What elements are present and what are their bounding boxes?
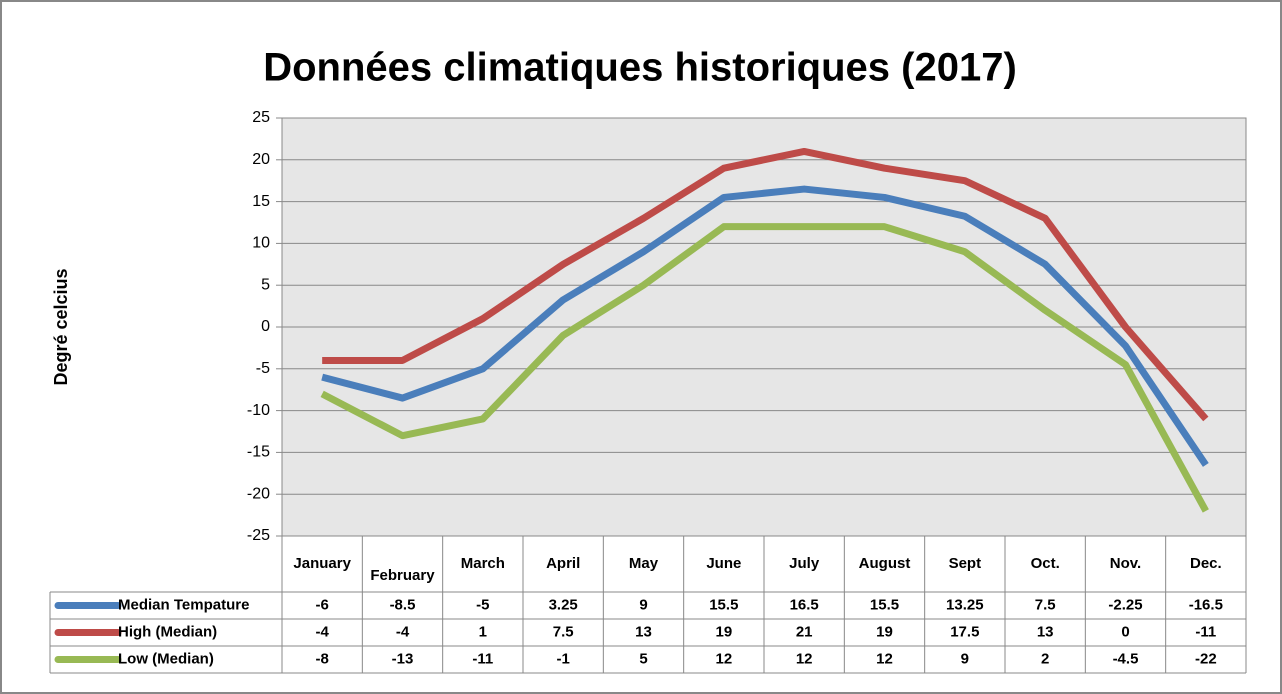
table-value: 13.25 <box>946 596 984 613</box>
y-tick-label: -15 <box>247 444 270 461</box>
table-value: 12 <box>796 650 813 667</box>
x-tick-label: May <box>629 555 659 572</box>
table-value: 12 <box>876 650 893 667</box>
table-value: -4 <box>315 623 329 640</box>
y-tick-label: 0 <box>261 318 270 335</box>
x-tick-label: January <box>293 555 351 572</box>
y-tick-label: 25 <box>252 109 270 126</box>
table-value: -16.5 <box>1189 596 1223 613</box>
table-value: 15.5 <box>709 596 738 613</box>
table-value: -11 <box>1195 623 1216 640</box>
table-value: 19 <box>715 623 732 640</box>
x-tick-label: March <box>461 555 505 572</box>
table-value: 13 <box>1037 623 1054 640</box>
x-tick-label: February <box>370 567 435 584</box>
table-value: 17.5 <box>950 623 979 640</box>
table-value: 13 <box>635 623 652 640</box>
table-value: -5 <box>476 596 489 613</box>
table-value: 7.5 <box>1035 596 1056 613</box>
table-value: -11 <box>472 650 493 667</box>
legend-label: High (Median) <box>118 623 217 640</box>
x-tick-label: April <box>546 555 580 572</box>
legend-label: Median Tempature <box>118 596 249 613</box>
table-value: 1 <box>479 623 487 640</box>
series-line <box>321 185 1209 467</box>
table-value: 9 <box>961 650 969 667</box>
table-value: -4 <box>396 623 410 640</box>
chart-title: Données climatiques historiques (2017) <box>263 46 1017 90</box>
series-line <box>322 147 1209 422</box>
table-value: -1 <box>556 650 569 667</box>
y-tick-label: 20 <box>252 151 270 168</box>
y-tick-label: -20 <box>247 485 270 502</box>
series-line <box>320 223 1209 513</box>
table-value: 9 <box>639 596 647 613</box>
table-value: -2.25 <box>1108 596 1142 613</box>
table-value: 19 <box>876 623 893 640</box>
x-tick-label: Dec. <box>1190 555 1222 572</box>
y-tick-label: 10 <box>252 235 270 252</box>
table-value: 7.5 <box>553 623 574 640</box>
table-value: 3.25 <box>549 596 578 613</box>
table-value: -13 <box>392 650 414 667</box>
table-value: 12 <box>715 650 732 667</box>
table-value: 2 <box>1041 650 1049 667</box>
table-value: 5 <box>639 650 647 667</box>
y-tick-label: -5 <box>256 360 270 377</box>
x-tick-label: July <box>789 555 820 572</box>
x-tick-label: Nov. <box>1110 555 1141 572</box>
y-axis-label: Degré celcius <box>51 268 71 385</box>
table-value: 15.5 <box>870 596 899 613</box>
x-tick-label: August <box>859 555 911 572</box>
x-tick-label: June <box>706 555 741 572</box>
table-value: -6 <box>315 596 328 613</box>
y-tick-label: -25 <box>247 527 270 544</box>
table-value: -22 <box>1195 650 1217 667</box>
table-value: -4.5 <box>1113 650 1139 667</box>
y-tick-label: 5 <box>261 276 270 293</box>
table-value: -8 <box>315 650 328 667</box>
x-tick-label: Sept <box>949 555 982 572</box>
y-tick-label: 15 <box>252 193 270 210</box>
y-tick-label: -10 <box>247 402 270 419</box>
table-value: 21 <box>796 623 813 640</box>
table-value: -8.5 <box>390 596 416 613</box>
table-value: 16.5 <box>790 596 819 613</box>
legend-label: Low (Median) <box>118 650 214 667</box>
table-value: 0 <box>1121 623 1129 640</box>
x-tick-label: Oct. <box>1031 555 1060 572</box>
